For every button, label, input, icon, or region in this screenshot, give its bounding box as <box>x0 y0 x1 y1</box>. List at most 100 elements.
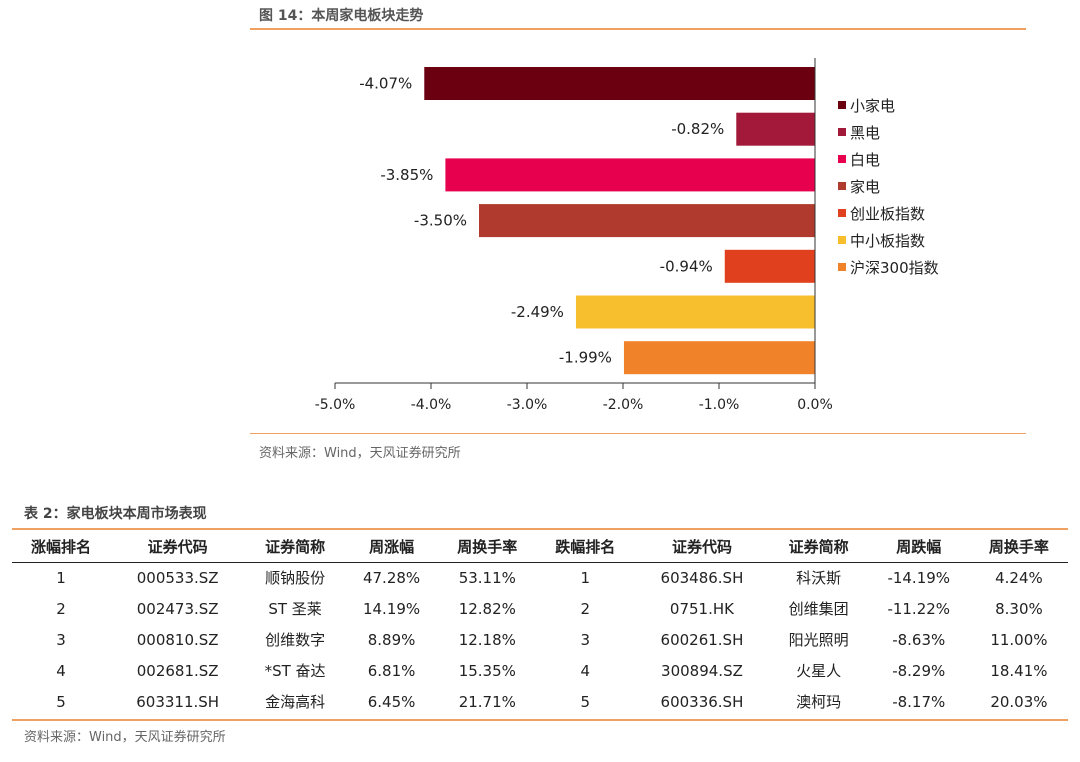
table-header-cell: 周换手率 <box>438 532 537 563</box>
table-cell: 000533.SZ <box>136 568 219 587</box>
table-cell: 600261.SH <box>660 630 744 649</box>
bar-家电 <box>479 204 815 238</box>
table-cell: 11.00% <box>990 630 1048 649</box>
bar-value-label: -3.50% <box>414 212 467 230</box>
legend-label: 创业板指数 <box>850 205 925 223</box>
table-bottom-rule <box>12 719 1068 721</box>
table-title: 表 2：家电板块本周市场表现 <box>24 506 207 522</box>
table-cell: 21.71% <box>458 692 516 711</box>
table-cell: 18.41% <box>990 661 1048 680</box>
legend-label: 沪深300指数 <box>850 259 939 277</box>
bar-沪深300指数 <box>623 341 815 375</box>
legend-label: 中小板指数 <box>850 232 925 250</box>
table-cell: 603311.SH <box>136 692 220 711</box>
table-cell: 3 <box>580 630 591 649</box>
table-cell: *ST 奋达 <box>264 662 326 680</box>
legend-label: 黑电 <box>850 124 880 142</box>
table-row: 4 002681.SZ *ST 奋达 6.81% 15.35% 4 300894.SZ 火星人… <box>12 655 1068 686</box>
table-cell: 0751.HK <box>669 599 734 618</box>
x-tick-label: -1.0% <box>699 397 740 413</box>
table-cell: 002681.SZ <box>136 661 219 680</box>
table-cell: 创维数字 <box>265 631 326 649</box>
table-cell: 顺钠股份 <box>265 569 326 588</box>
market-table: 涨幅排名 证券代码 证券简称 周涨幅 周换手率 跌幅排名 证券代码 证券简称 周跌幅 周换手率 1… <box>12 532 1068 717</box>
table-cell: 6.45% <box>367 692 416 711</box>
legend-label: 家电 <box>850 178 880 196</box>
table-cell: 8.89% <box>367 630 416 649</box>
table-cell: 4 <box>56 661 66 680</box>
table-cell: -14.19% <box>887 568 951 587</box>
legend-swatch <box>838 155 846 163</box>
table-header-cell: 周涨幅 <box>344 532 439 563</box>
bar-value-label: -0.82% <box>671 120 724 138</box>
legend-swatch <box>838 263 846 271</box>
bar-chart: -4.07% -0.82% -3.85% -3.50% -0.94% -2.49% -1.9… <box>315 58 939 413</box>
table-cell: 15.35% <box>458 661 516 680</box>
table-header-cell: 周换手率 <box>969 532 1068 563</box>
bar-value-label: -3.85% <box>380 166 433 184</box>
table-cell: 1 <box>580 568 591 587</box>
legend-label: 小家电 <box>850 97 895 115</box>
legend-swatch <box>838 101 846 109</box>
table-header-cell: 周跌幅 <box>867 532 970 563</box>
table-cell: 5 <box>580 692 591 711</box>
x-tick-label: -2.0% <box>603 397 644 413</box>
table-header-cell: 证券简称 <box>245 532 345 563</box>
table-cell: 科沃斯 <box>796 569 842 588</box>
bar-黑电 <box>736 112 815 146</box>
table-cell: 1 <box>56 568 66 587</box>
bar-value-label: -2.49% <box>511 303 564 321</box>
table-cell: 澳柯玛 <box>796 693 842 711</box>
table-cell: 火星人 <box>796 662 842 680</box>
table-cell: 12.82% <box>458 599 516 618</box>
table-cell: 3 <box>56 630 66 649</box>
legend-swatch <box>838 182 846 190</box>
table-cell: 阳光照明 <box>788 631 849 649</box>
bar-value-label: -4.07% <box>359 75 412 93</box>
table-top-rule <box>12 528 1068 530</box>
table-row: 2 002473.SZ ST 圣莱 14.19% 12.82% 2 0751.HK 创维集团 -… <box>12 593 1068 624</box>
table-cell: -8.63% <box>892 630 946 649</box>
bar-中小板指数 <box>575 295 815 329</box>
table-cell: 5 <box>56 692 66 711</box>
bar-value-label: -0.94% <box>660 257 713 275</box>
bar-小家电 <box>424 67 815 100</box>
table-cell: 4.24% <box>995 568 1043 587</box>
x-tick-label: -5.0% <box>315 397 356 413</box>
bar-创业板指数 <box>724 249 815 283</box>
table-header-row: 涨幅排名 证券代码 证券简称 周涨幅 周换手率 跌幅排名 证券代码 证券简称 周跌幅 周换手率 <box>12 532 1068 563</box>
table-cell: 53.11% <box>458 568 516 587</box>
bar-白电 <box>445 158 815 192</box>
table-cell: 2 <box>580 599 591 618</box>
x-tick-label: 0.0% <box>797 397 833 413</box>
x-tick-label: -4.0% <box>411 397 452 413</box>
table-cell: 600336.SH <box>660 692 744 711</box>
table-header-cell: 证券代码 <box>110 532 246 563</box>
table-cell: 002473.SZ <box>136 599 219 618</box>
table-cell: 8.30% <box>995 599 1043 618</box>
legend-swatch <box>838 209 846 217</box>
table-cell: ST 圣莱 <box>268 600 322 618</box>
table-header-cell: 涨幅排名 <box>12 532 111 563</box>
table-cell: 000810.SZ <box>136 630 219 649</box>
table-cell: 300894.SZ <box>661 661 743 680</box>
table-row: 3 000810.SZ 创维数字 8.89% 12.18% 3 600261.SH 阳光照明 -… <box>12 624 1068 655</box>
table-cell: 47.28% <box>362 568 421 587</box>
table-cell: 12.18% <box>458 630 516 649</box>
table-cell: 4 <box>580 661 591 680</box>
table-row: 5 603311.SH 金海高科 6.45% 21.71% 5 600336.SH 澳柯玛 -8… <box>12 686 1068 717</box>
table-cell: -8.29% <box>892 661 946 680</box>
legend-label: 白电 <box>850 151 880 169</box>
table-header-cell: 证券代码 <box>634 532 770 563</box>
table-cell: 603486.SH <box>660 568 744 587</box>
figure-title: 图 14：本周家电板块走势 <box>259 8 424 24</box>
figure-source: 资料来源：Wind，天风证券研究所 <box>259 446 461 461</box>
figure-top-rule <box>250 28 1026 30</box>
table-header-cell: 跌幅排名 <box>536 532 635 563</box>
table-cell: 14.19% <box>362 599 421 618</box>
table-cell: 6.81% <box>367 661 416 680</box>
x-tick-label: -3.0% <box>507 397 548 413</box>
table-row: 1 000533.SZ 顺钠股份 47.28% 53.11% 1 603486.SH 科沃斯 -… <box>12 562 1068 593</box>
bar-value-label: -1.99% <box>559 349 612 367</box>
table-header-cell: 证券简称 <box>769 532 868 563</box>
